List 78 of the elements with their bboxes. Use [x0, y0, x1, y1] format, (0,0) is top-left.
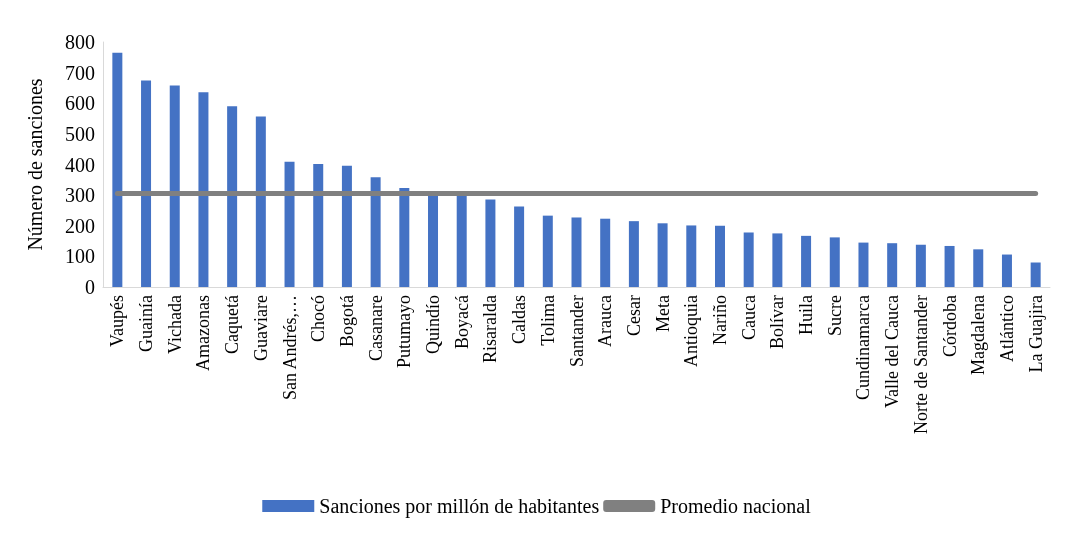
x-tick-label: Huila: [796, 295, 817, 335]
x-tick-label: Quindío: [423, 295, 444, 355]
bar: [428, 193, 439, 287]
x-tick-label: Santander: [566, 295, 587, 367]
bar: [714, 225, 725, 287]
bar: [112, 52, 123, 287]
y-tick-label: 600: [65, 92, 95, 115]
bar: [915, 244, 926, 287]
x-tick-label: Arauca: [595, 295, 616, 347]
y-tick-label: 800: [65, 31, 95, 53]
legend-label: Sanciones por millón de habitantes: [319, 495, 600, 518]
x-tick-label: Cundinamarca: [853, 295, 874, 400]
bar: [399, 188, 410, 287]
bar: [313, 163, 324, 287]
bar: [600, 218, 611, 287]
x-tick-label: Nariño: [709, 295, 730, 345]
x-tick-label: La Guajira: [1025, 295, 1046, 373]
bar: [141, 80, 152, 287]
x-tick-label: Magdalena: [968, 295, 989, 375]
bar: [973, 249, 984, 287]
bar: [341, 165, 352, 287]
bar: [772, 233, 783, 287]
x-tick-label: Atlántico: [996, 295, 1017, 362]
bar: [829, 237, 840, 287]
x-tick-label: Risaralda: [480, 295, 501, 363]
bar: [1030, 262, 1041, 287]
y-tick-label: 100: [65, 245, 95, 268]
bar: [887, 243, 898, 287]
x-tick-label: Guaviare: [250, 295, 271, 361]
bar: [284, 161, 295, 287]
bar: [456, 195, 467, 287]
x-tick-label: Bogotá: [336, 294, 357, 347]
bar: [255, 116, 266, 287]
bar: [628, 221, 639, 287]
x-tick-label: Norte de Santander: [910, 295, 931, 434]
x-tick-label: Putumayo: [394, 295, 415, 369]
bar: [858, 242, 869, 287]
x-tick-label: Sucre: [824, 294, 845, 336]
x-tick-label: Antioquia: [681, 295, 702, 367]
x-tick-label: Chocó: [308, 295, 329, 342]
bar: [686, 225, 697, 287]
y-tick-label: 300: [65, 184, 95, 207]
bar: [514, 206, 525, 287]
y-tick-label: 400: [65, 153, 95, 176]
bar: [485, 199, 496, 287]
x-tick-label: Cauca: [738, 295, 759, 340]
x-tick-label: Amazonas: [193, 295, 214, 371]
bar: [1001, 254, 1012, 287]
bar: [370, 177, 381, 287]
x-tick-label: Cesar: [623, 295, 644, 336]
bar: [743, 232, 754, 287]
bar: [944, 245, 955, 287]
y-tick-label: 500: [65, 122, 95, 145]
y-axis-title: Número de sanciones: [24, 78, 46, 251]
x-tick-label: Caldas: [509, 295, 530, 344]
x-tick-label: Córdoba: [939, 295, 960, 357]
bar: [169, 85, 180, 287]
x-tick-label: Vichada: [164, 294, 185, 354]
x-tick-label: Meta: [652, 294, 673, 332]
x-tick-label: Caquetá: [222, 295, 243, 354]
legend-label: Promedio nacional: [660, 495, 812, 517]
x-tick-label: Guainía: [136, 294, 157, 352]
x-tick-label: San Andrés,…: [279, 295, 300, 400]
bar: [227, 106, 238, 287]
x-tick-label: Bolívar: [767, 295, 788, 349]
x-tick-label: Valle del Cauca: [882, 294, 903, 408]
y-tick-label: 700: [65, 61, 95, 84]
bar: [198, 92, 209, 287]
x-tick-label: Vaupés: [107, 295, 128, 347]
bar: [801, 235, 812, 287]
bar: [657, 223, 668, 287]
x-tick-label: Tolima: [537, 294, 558, 346]
x-tick-label: Boyacá: [451, 295, 472, 349]
x-tick-label: Casanare: [365, 295, 386, 361]
y-tick-label: 0: [85, 276, 95, 298]
bar: [571, 217, 582, 287]
bar: [542, 215, 553, 287]
y-tick-label: 200: [65, 214, 95, 237]
